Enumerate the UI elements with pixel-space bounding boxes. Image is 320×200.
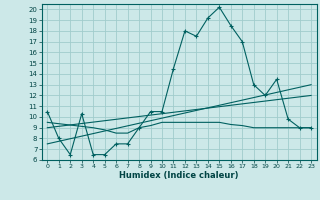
X-axis label: Humidex (Indice chaleur): Humidex (Indice chaleur) bbox=[119, 171, 239, 180]
